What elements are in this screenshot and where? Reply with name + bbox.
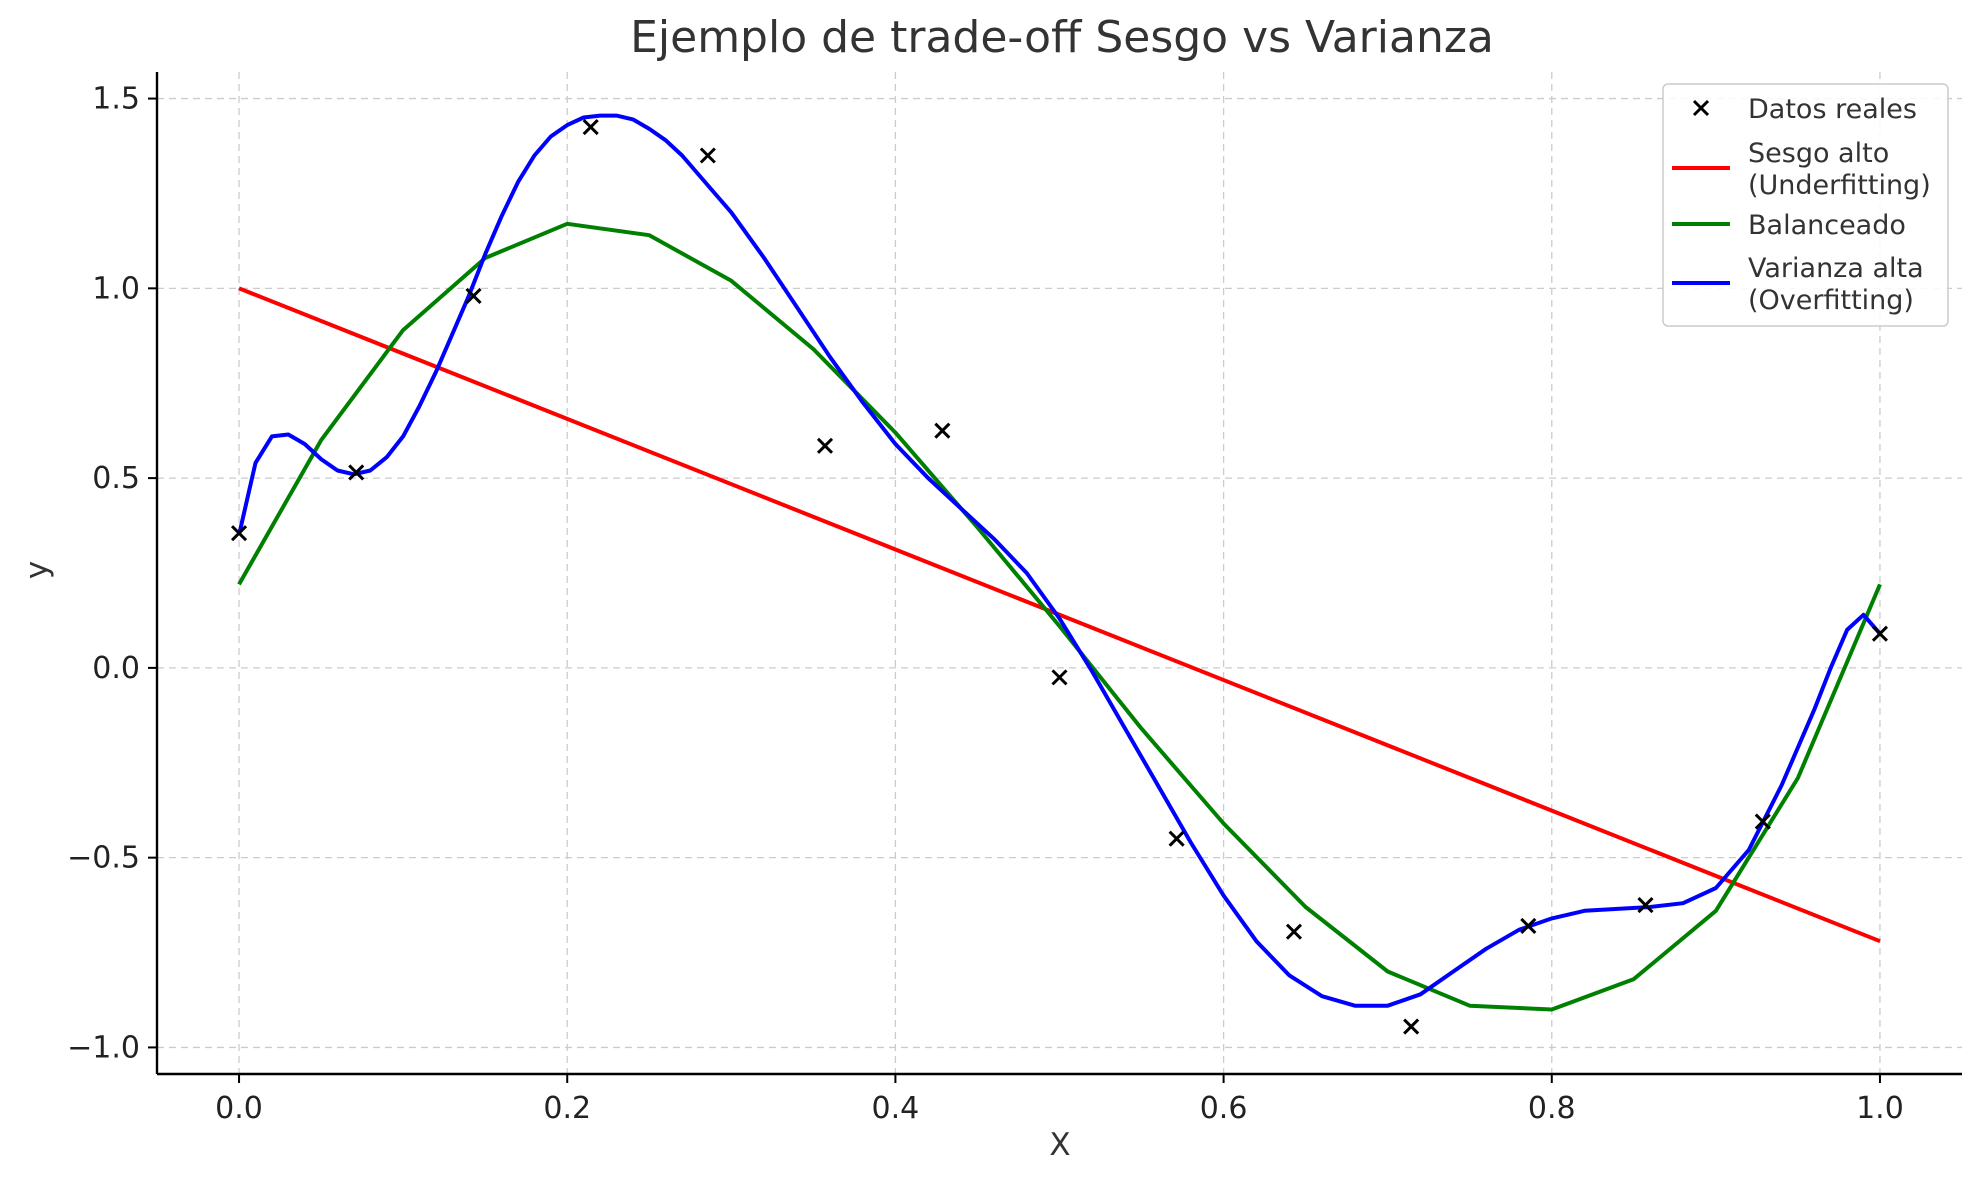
- x-tick-label: 1.0: [1856, 1091, 1904, 1126]
- data-point-marker: [816, 437, 834, 454]
- y-tick-label: 1.5: [92, 82, 140, 117]
- legend-label: Sesgo alto (Underfitting): [1748, 138, 1931, 201]
- y-axis-label: y: [19, 561, 55, 579]
- legend-frame: [1662, 83, 1949, 327]
- x-axis-label: X: [1049, 1127, 1070, 1163]
- x-tick-label: 0.2: [543, 1091, 591, 1126]
- series-line-balanceado: [237, 221, 1882, 1012]
- grid-layer: [157, 72, 1962, 1074]
- data-point-marker: [1754, 813, 1771, 830]
- legend-item-sesgo-alto: Sesgo alto (Underfitting): [1672, 138, 1931, 201]
- legend-item-varianza-alta: Varianza alta (Overfitting): [1672, 253, 1924, 316]
- data-point-marker: [348, 464, 365, 481]
- data-point-marker: [582, 118, 599, 136]
- y-tick-label: −0.5: [67, 841, 140, 876]
- chart-title: Ejemplo de trade-off Sesgo vs Varianza: [630, 12, 1494, 63]
- legend-label: Varianza alta (Overfitting): [1748, 253, 1924, 316]
- x-tick-label: 0.6: [1200, 1091, 1248, 1126]
- axes-layer: [155, 72, 1962, 1076]
- data-point-marker: [1403, 1018, 1420, 1035]
- data-point-marker: [934, 422, 951, 439]
- x-tick-label: 0.8: [1528, 1091, 1576, 1126]
- data-point-marker: [1285, 923, 1303, 940]
- data-point-marker: [699, 147, 716, 164]
- ticks-layer: 0.0 0.2 0.4 0.6 0.8 1.0 −1.0 −0.5 0.0 0.5 1.0 1.5: [67, 82, 1904, 1126]
- series-line-varianza-alta: [237, 113, 1882, 1008]
- legend-item-balanceado: Balanceado: [1672, 210, 1906, 241]
- y-tick-label: 0.5: [92, 461, 140, 496]
- y-tick-label: 1.0: [92, 271, 140, 306]
- x-tick-label: 0.0: [215, 1091, 263, 1126]
- data-point-marker: [1168, 830, 1185, 847]
- legend: Datos reales Sesgo alto (Underfitting) Bala…: [1662, 83, 1949, 327]
- y-tick-label: 0.0: [92, 651, 140, 686]
- series-line-sesgo-alto: [238, 286, 1881, 944]
- data-point-marker: [465, 287, 482, 304]
- data-point-marker: [1871, 625, 1889, 642]
- data-point-marker: [1051, 669, 1068, 686]
- legend-marker-icon: [1692, 99, 1710, 117]
- legend-label: Balanceado: [1748, 210, 1906, 241]
- x-tick-label: 0.4: [872, 1091, 920, 1126]
- data-point-marker: [1520, 917, 1537, 935]
- data-point-marker: [1637, 897, 1654, 914]
- data-point-marker: [230, 525, 248, 542]
- series-layer: [230, 113, 1889, 1035]
- y-tick-label: −1.0: [67, 1030, 140, 1065]
- legend-label: Datos reales: [1748, 94, 1917, 125]
- legend-item-datos-reales: Datos reales: [1692, 94, 1917, 125]
